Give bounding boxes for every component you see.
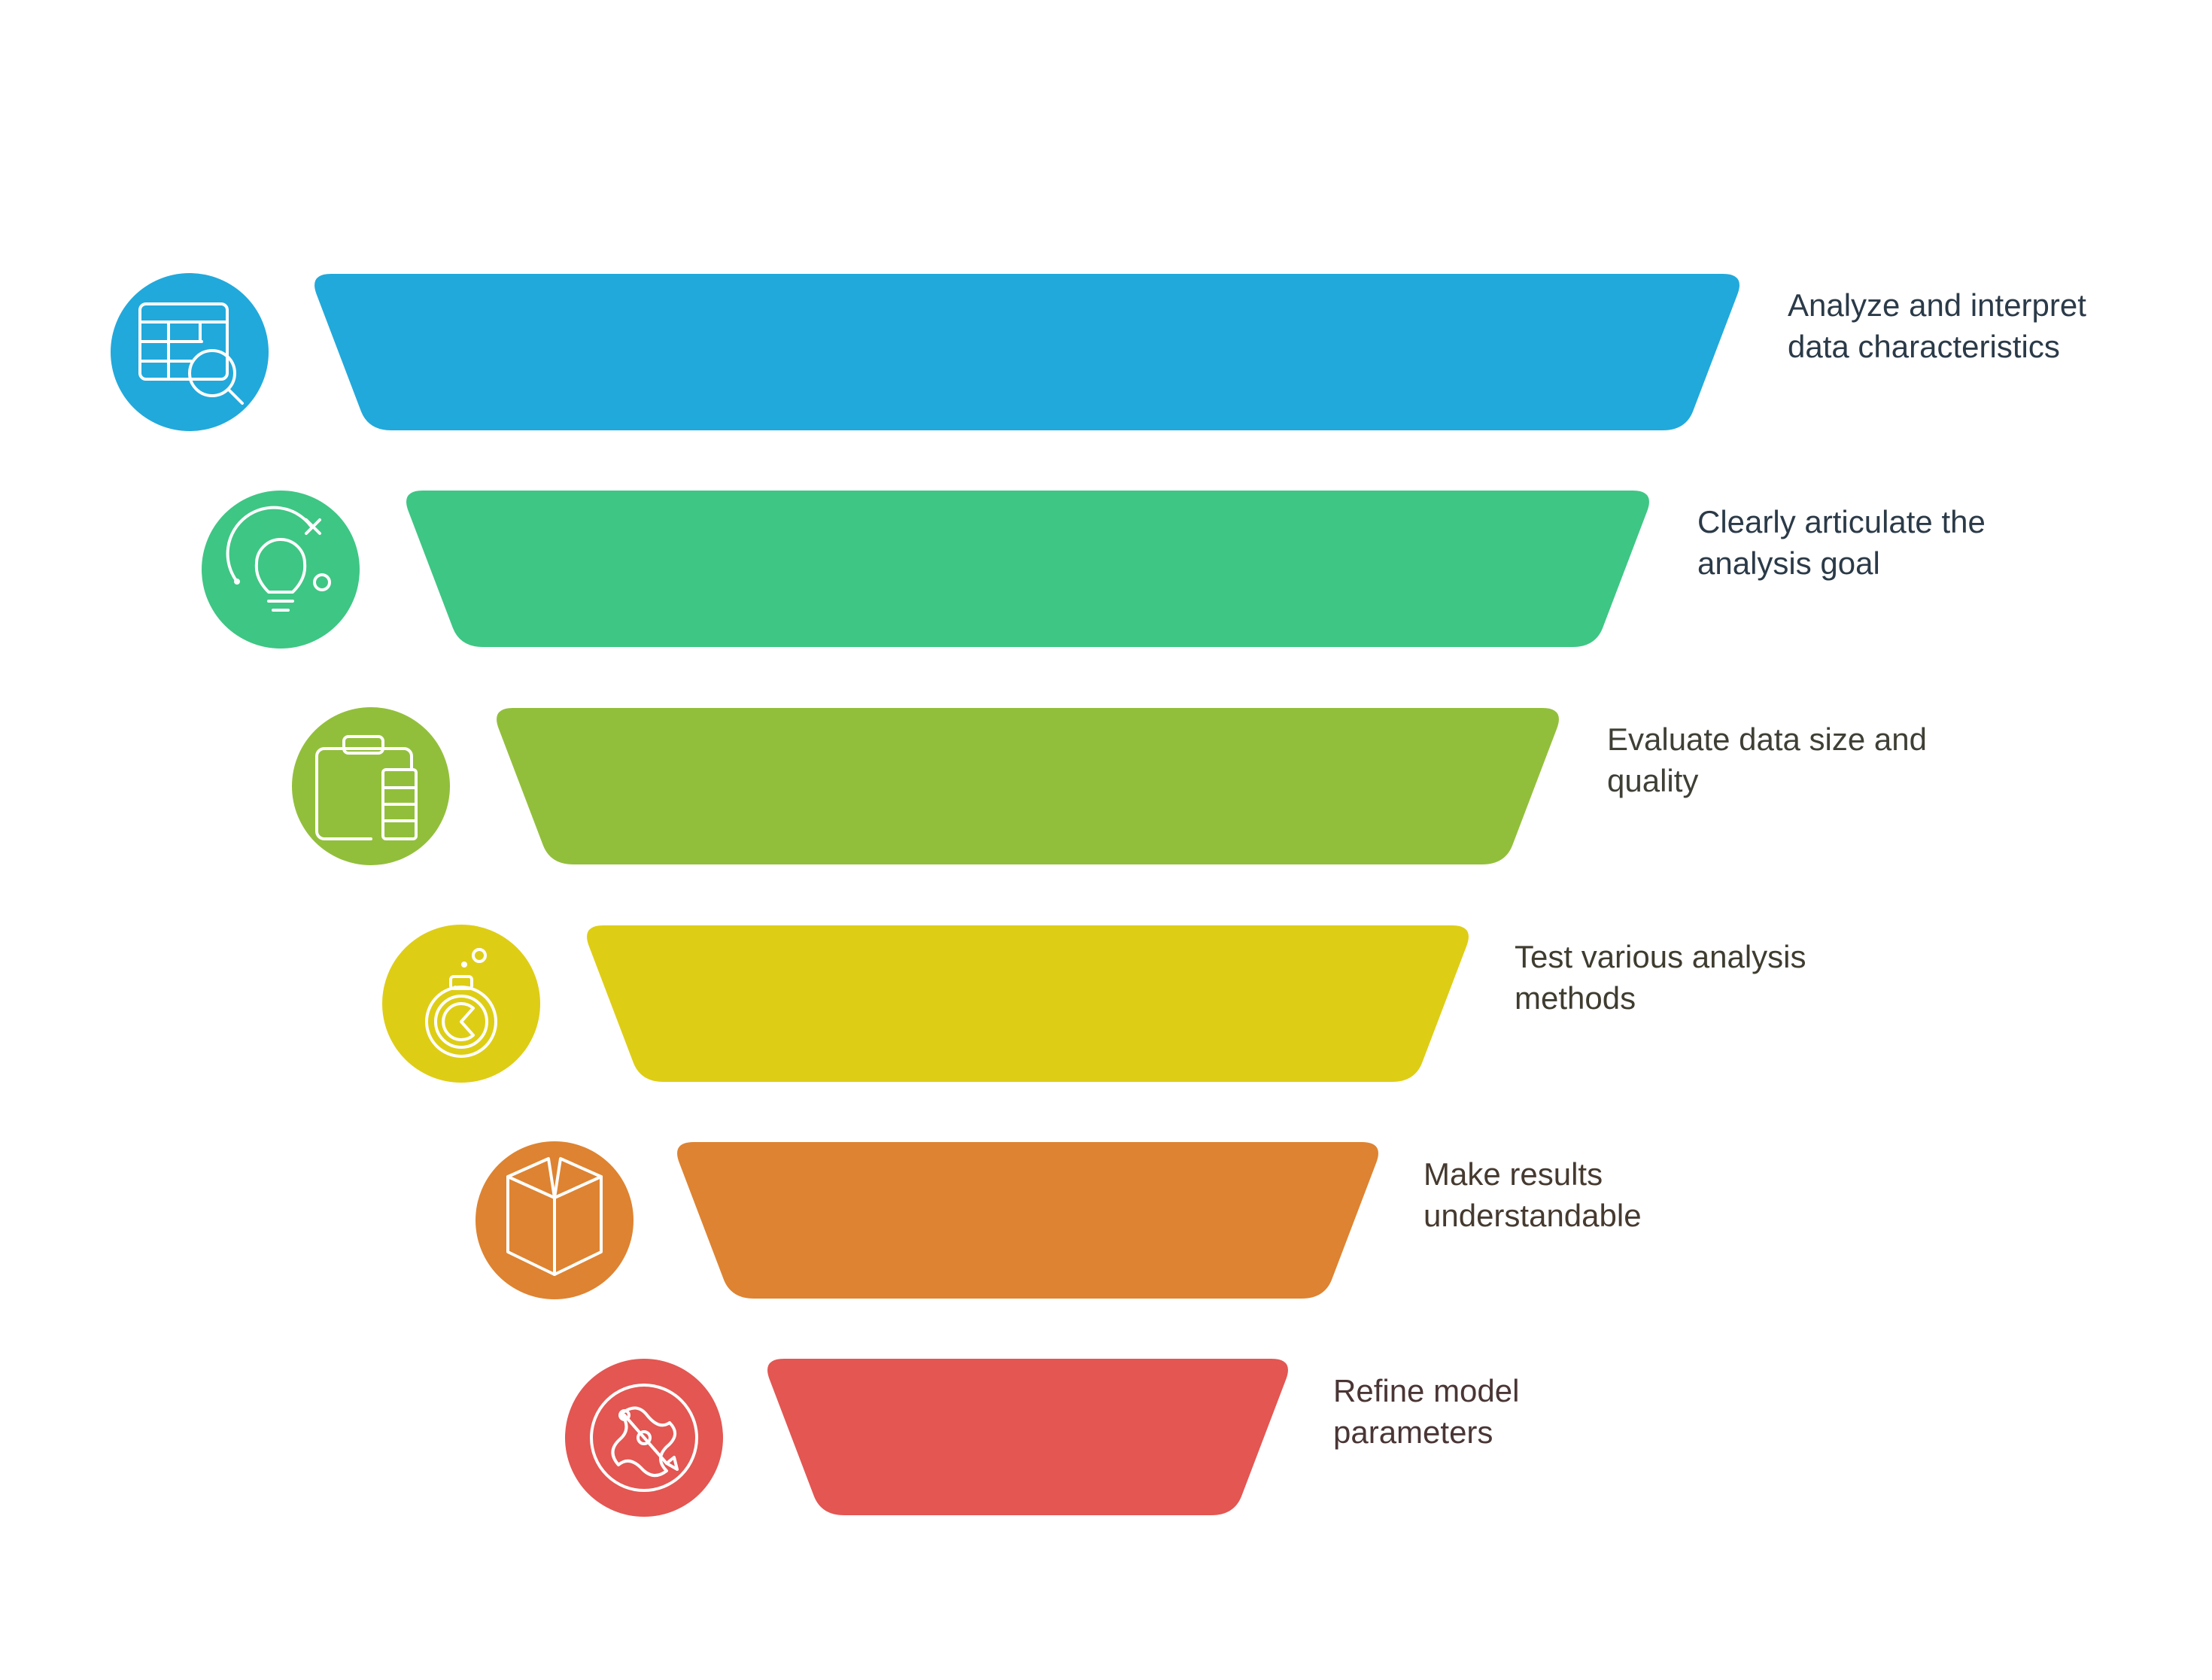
icon-circle-3	[292, 707, 450, 865]
stage-label-5-line-1: Make results	[1424, 1156, 1603, 1192]
stage-label-5-line-2: understandable	[1424, 1198, 1642, 1233]
stage-label-5: Make results understandable	[1424, 1153, 1642, 1236]
stage-label-1-line-2: data characteristics	[1788, 329, 2060, 364]
icon-circle-2	[202, 491, 360, 649]
flask-test-icon	[425, 948, 497, 1058]
stage-band-1	[111, 273, 1740, 431]
funnel-band-1	[314, 274, 1740, 430]
lightbulb-icon	[226, 506, 331, 612]
stage-label-3: Evaluate data size and quality	[1607, 718, 1927, 801]
funnel-band-3	[497, 708, 1559, 864]
funnel-band-6	[767, 1359, 1288, 1515]
stage-band-6	[565, 1359, 1288, 1517]
stage-label-3-line-1: Evaluate data size and	[1607, 722, 1927, 757]
stage-label-6-line-1: Refine model	[1333, 1373, 1520, 1408]
stage-label-2: Clearly articulate the analysis goal	[1697, 501, 1986, 584]
stage-band-3	[292, 707, 1559, 865]
stage-band-2	[202, 491, 1649, 649]
stage-label-2-line-2: analysis goal	[1697, 545, 1880, 581]
funnel-band-5	[677, 1142, 1378, 1299]
stage-label-4-line-2: methods	[1515, 980, 1636, 1016]
stage-label-1-line-1: Analyze and interpret	[1788, 287, 2086, 323]
funnel-band-4	[587, 925, 1469, 1082]
table-search-icon	[138, 302, 244, 405]
icon-circle-1	[111, 273, 269, 431]
clipboard-data-icon	[315, 735, 418, 840]
parameter-tuning-icon	[590, 1384, 698, 1492]
stage-label-4: Test various analysis methods	[1515, 936, 1806, 1019]
open-book-icon	[506, 1157, 603, 1276]
stage-band-5	[476, 1141, 1378, 1299]
stage-label-4-line-1: Test various analysis	[1515, 939, 1806, 974]
stage-label-6-line-2: parameters	[1333, 1414, 1493, 1450]
stage-label-2-line-1: Clearly articulate the	[1697, 504, 1986, 539]
funnel-band-2	[406, 491, 1649, 647]
stage-label-3-line-2: quality	[1607, 763, 1699, 798]
stage-label-6: Refine model parameters	[1333, 1370, 1519, 1453]
stage-band-4	[382, 925, 1469, 1083]
stage-label-1: Analyze and interpret data characteristi…	[1788, 284, 2086, 367]
